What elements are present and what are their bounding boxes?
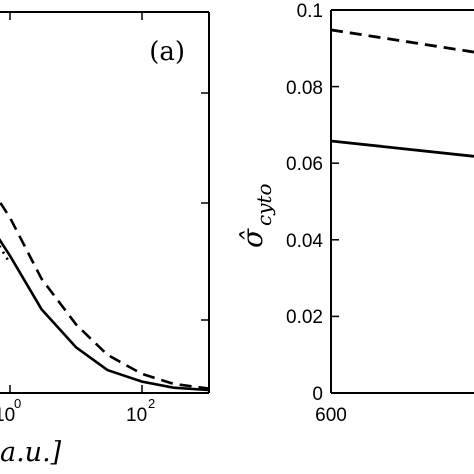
panel-a: (a) 10 0 10 2 a.u.] [0, 11, 210, 468]
panel-b-y-tick-label-4: 0.08 [286, 78, 323, 99]
panel-a-x-tick-label-0: 10 0 [0, 396, 21, 426]
panel-b-x-tick-label-0: 600 [315, 405, 347, 426]
panel-a-series-solid-line [0, 237, 209, 392]
svg-text:10: 10 [0, 405, 15, 426]
panel-b: 0 0.02 0.04 0.06 0.08 0.1 600 σ̂ cyto [236, 1, 474, 426]
panel-b-ticks [331, 9, 339, 394]
panel-b-y-tick-label-2: 0.04 [286, 231, 323, 252]
panel-b-y-tick-label-0: 0 [312, 384, 323, 405]
panel-b-series-dashed-line [331, 28, 474, 54]
svg-text:σ̂: σ̂ [236, 228, 269, 248]
panel-b-y-axis-label: σ̂ cyto [236, 183, 276, 248]
panel-a-ticks [9, 12, 209, 393]
panel-b-lines [331, 28, 474, 158]
svg-text:10: 10 [126, 405, 147, 426]
panel-a-lines [0, 199, 209, 392]
panel-b-y-tick-label-1: 0.02 [286, 307, 323, 328]
panel-a-x-axis-label: a.u.] [0, 437, 62, 468]
panel-b-y-tick-label-5: 0.1 [297, 1, 323, 22]
svg-text:cyto: cyto [252, 183, 276, 226]
panel-b-series-solid-line [331, 139, 474, 158]
svg-text:0: 0 [14, 396, 21, 411]
svg-text:2: 2 [148, 396, 155, 411]
panel-a-series-dashed-line [0, 199, 209, 390]
panel-a-label: (a) [149, 37, 185, 67]
panel-a-x-tick-label-1: 10 2 [126, 396, 155, 426]
panel-b-y-tick-label-3: 0.06 [286, 154, 323, 175]
